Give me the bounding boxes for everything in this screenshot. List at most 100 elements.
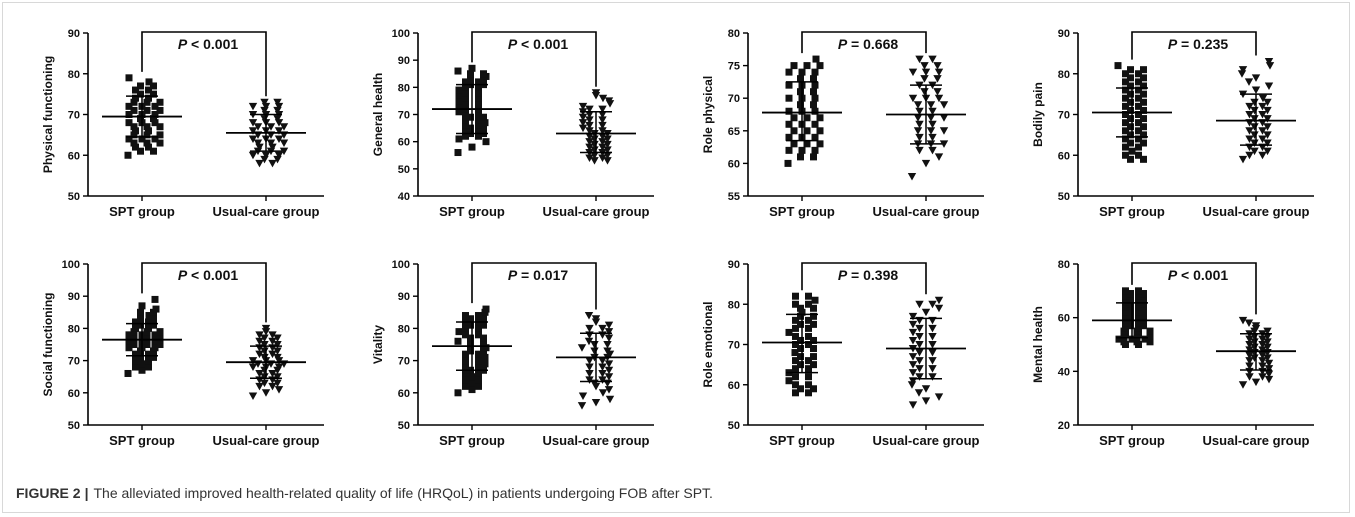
data-point-square bbox=[462, 121, 469, 129]
data-point-triangle bbox=[585, 121, 594, 130]
y-tick-label: 100 bbox=[62, 259, 80, 271]
data-point-triangle bbox=[915, 300, 924, 309]
y-axis-label: Physical functioning bbox=[41, 56, 55, 173]
data-point-square bbox=[1140, 66, 1147, 74]
y-tick-label: 60 bbox=[68, 150, 80, 162]
data-point-triangle bbox=[907, 172, 917, 181]
data-point-square bbox=[151, 295, 159, 303]
data-point-triangle bbox=[908, 320, 918, 329]
data-point-triangle bbox=[603, 341, 612, 349]
data-point-square bbox=[1140, 115, 1147, 123]
data-point-triangle bbox=[578, 113, 588, 122]
data-point-square bbox=[462, 324, 469, 332]
data-point-square bbox=[467, 315, 474, 323]
data-point-square bbox=[150, 321, 157, 329]
data-point-triangle bbox=[914, 389, 924, 397]
data-point-square bbox=[132, 143, 139, 151]
data-point-square bbox=[462, 83, 469, 91]
data-point-triangle bbox=[915, 55, 924, 64]
data-point-square bbox=[805, 316, 812, 324]
data-point-square bbox=[138, 135, 146, 143]
data-point-triangle bbox=[928, 107, 937, 116]
data-point-triangle bbox=[1245, 351, 1254, 360]
data-point-triangle bbox=[253, 123, 263, 131]
data-point-square bbox=[130, 341, 138, 348]
data-point-square bbox=[805, 341, 812, 348]
data-point-square bbox=[152, 305, 160, 313]
data-point-square bbox=[143, 106, 151, 114]
data-point-triangle bbox=[598, 369, 607, 378]
data-point-square bbox=[792, 332, 799, 340]
significance-bracket bbox=[1131, 31, 1257, 60]
significance-bracket bbox=[1131, 262, 1257, 315]
data-point-triangle bbox=[1264, 58, 1274, 66]
data-point-triangle bbox=[928, 332, 937, 341]
data-point-square bbox=[1122, 308, 1129, 316]
data-point-triangle bbox=[1238, 316, 1248, 325]
data-point-square bbox=[455, 86, 463, 94]
data-point-triangle bbox=[266, 123, 276, 131]
x-tick-label: SPT group bbox=[109, 433, 175, 448]
data-point-triangle bbox=[908, 336, 918, 345]
data-point-triangle bbox=[585, 138, 594, 146]
data-point-triangle bbox=[915, 146, 924, 155]
data-point-square bbox=[145, 78, 153, 86]
data-point-triangle bbox=[921, 385, 931, 393]
data-point-square bbox=[132, 357, 139, 365]
data-point-square bbox=[462, 89, 469, 97]
y-tick-label: 50 bbox=[398, 164, 410, 176]
data-point-triangle bbox=[934, 393, 944, 401]
data-point-square bbox=[145, 312, 153, 320]
data-point-square bbox=[1127, 139, 1134, 147]
data-point-square bbox=[462, 369, 469, 377]
data-point-triangle bbox=[928, 341, 937, 349]
data-point-triangle bbox=[1263, 115, 1272, 123]
data-point-square bbox=[785, 146, 793, 154]
data-point-square bbox=[1128, 147, 1136, 155]
data-point-square bbox=[1127, 123, 1134, 131]
p-value-label: P = 0.398 bbox=[838, 267, 899, 283]
data-point-triangle bbox=[248, 119, 258, 127]
data-point-square bbox=[797, 153, 804, 161]
data-point-triangle bbox=[603, 151, 612, 160]
data-point-triangle bbox=[598, 363, 607, 372]
y-axis-label: Bodily pain bbox=[1031, 82, 1045, 147]
data-point-square bbox=[1135, 303, 1142, 311]
data-point-triangle bbox=[1263, 343, 1272, 352]
data-point-square bbox=[475, 116, 482, 124]
y-tick-label: 40 bbox=[1058, 366, 1070, 378]
y-tick-label: 55 bbox=[728, 191, 740, 203]
p-value-label: P < 0.001 bbox=[178, 267, 239, 283]
data-point-square bbox=[1146, 338, 1154, 346]
data-point-square bbox=[1135, 151, 1142, 159]
data-point-square bbox=[1140, 82, 1147, 90]
data-point-square bbox=[1122, 102, 1129, 110]
data-point-square bbox=[481, 360, 489, 368]
data-point-square bbox=[810, 336, 817, 344]
data-point-triangle bbox=[248, 357, 258, 365]
data-point-triangle bbox=[585, 369, 594, 378]
data-point-square bbox=[1128, 335, 1136, 343]
y-tick-label: 65 bbox=[728, 126, 740, 138]
data-point-triangle bbox=[1263, 139, 1272, 148]
data-point-square bbox=[145, 357, 152, 365]
data-point-square bbox=[475, 94, 482, 102]
y-tick-label: 80 bbox=[728, 28, 740, 40]
data-point-square bbox=[475, 78, 482, 86]
data-point-square bbox=[125, 119, 133, 127]
data-point-square bbox=[1122, 319, 1129, 327]
data-point-square bbox=[805, 365, 812, 373]
data-point-triangle bbox=[273, 334, 282, 343]
chart-panel-6: 50 60 70 80 90 100 SPT group Usual-care group Vi… bbox=[371, 259, 654, 448]
significance-bracket bbox=[471, 262, 597, 310]
data-point-square bbox=[467, 70, 474, 78]
data-point-triangle bbox=[598, 116, 607, 124]
data-point-triangle bbox=[1245, 362, 1254, 370]
y-tick-label: 50 bbox=[398, 420, 410, 432]
data-point-square bbox=[816, 140, 824, 148]
data-point-triangle bbox=[273, 373, 282, 381]
data-point-square bbox=[462, 357, 469, 365]
y-tick-label: 80 bbox=[1058, 69, 1070, 81]
x-tick-label: Usual-care group bbox=[213, 204, 320, 219]
data-point-triangle bbox=[915, 324, 924, 333]
